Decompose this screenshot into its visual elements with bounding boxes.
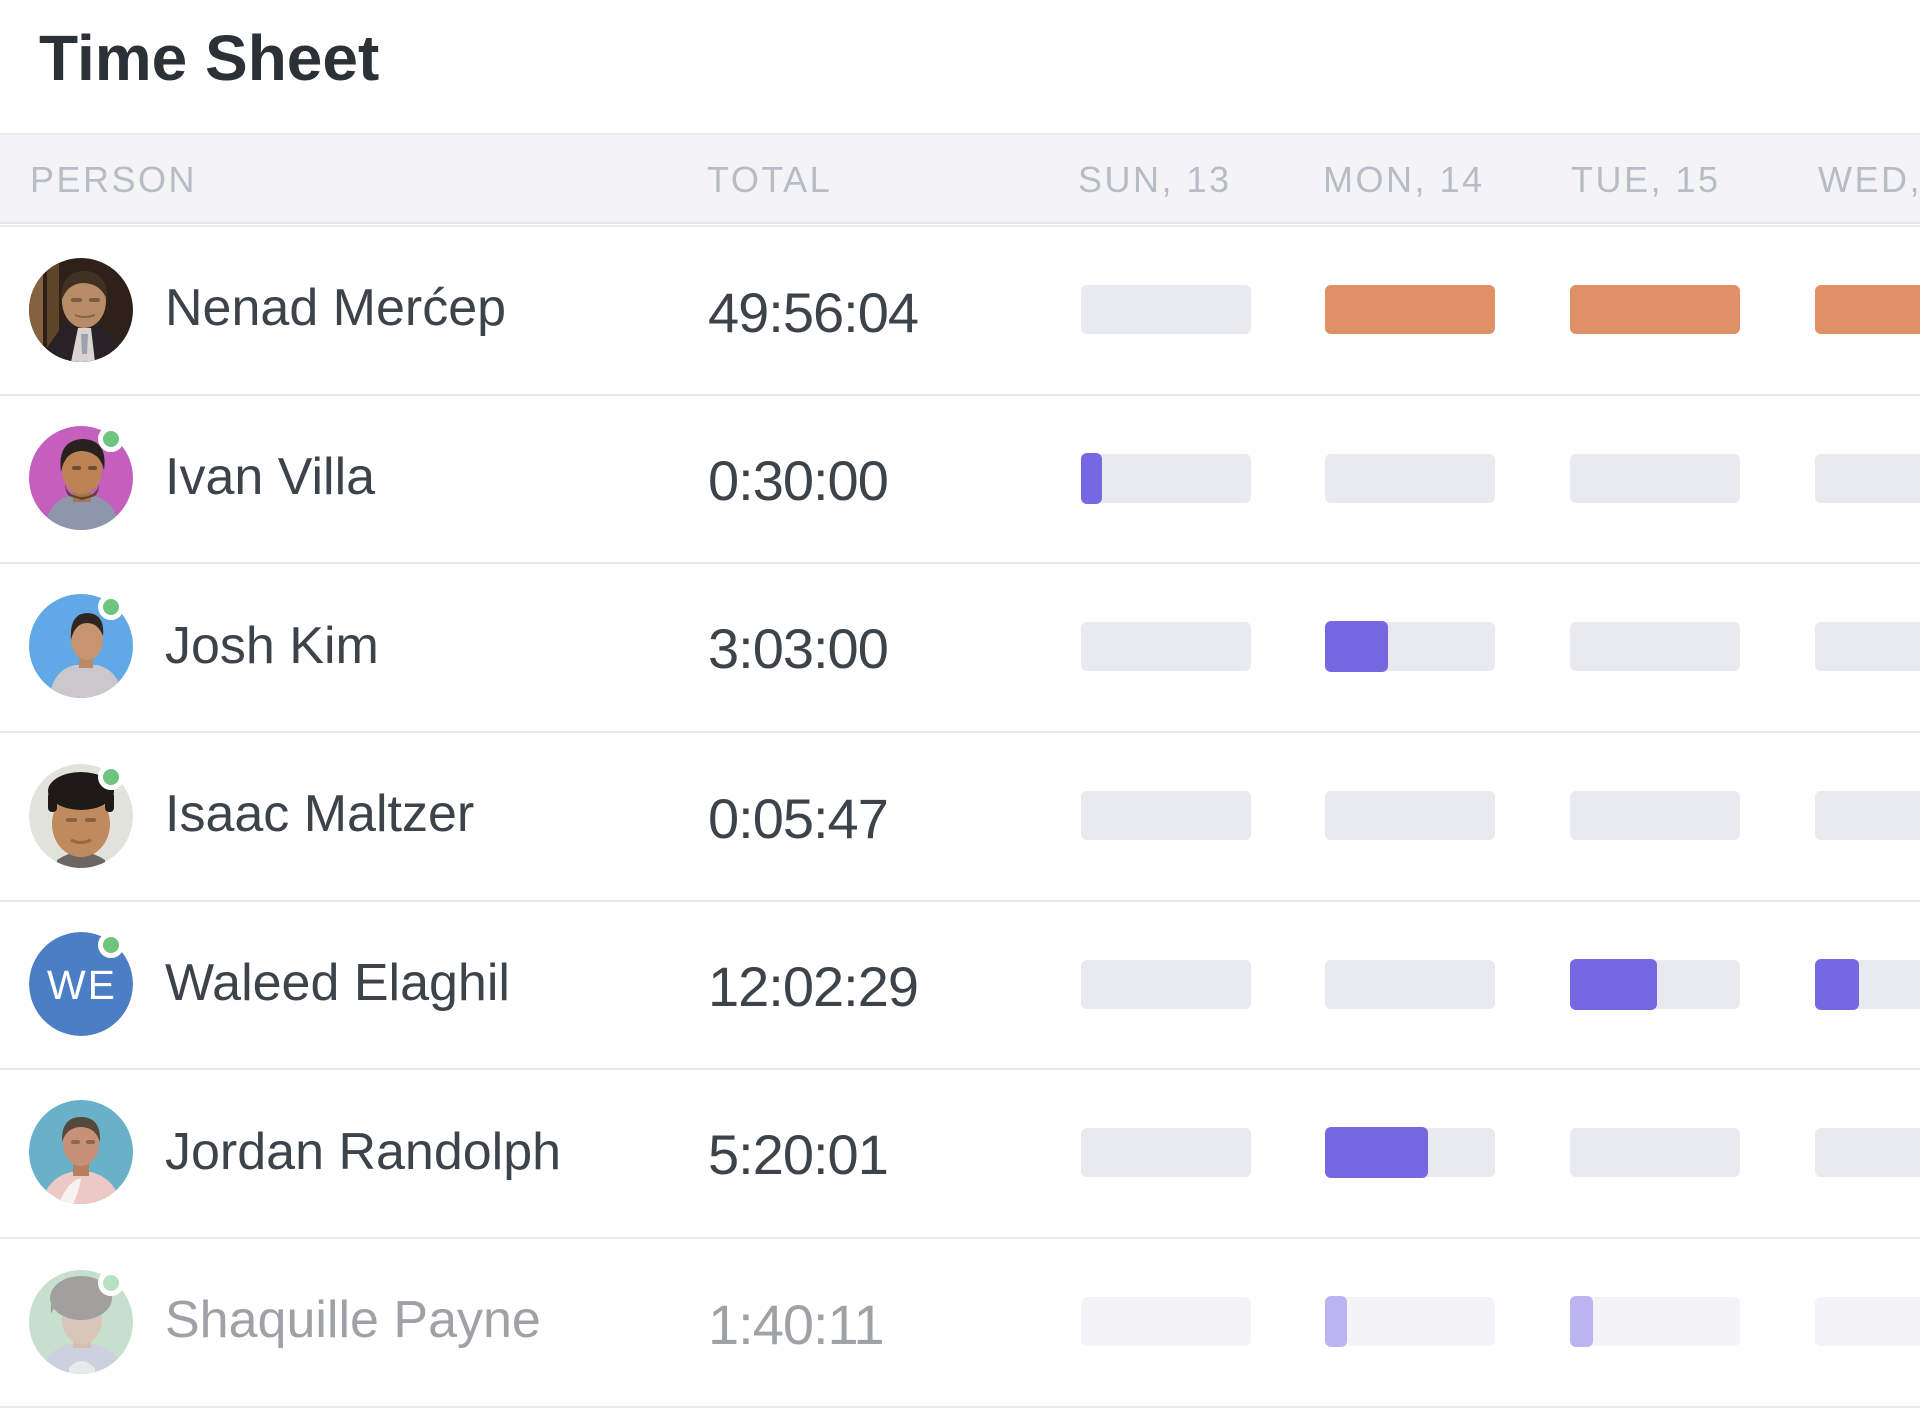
svg-text:WE: WE (47, 962, 117, 1008)
